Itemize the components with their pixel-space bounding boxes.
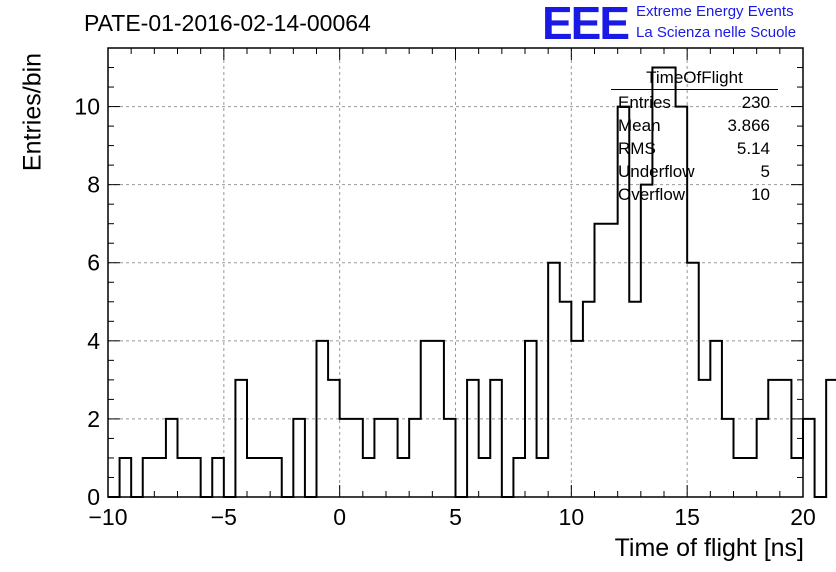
stats-row-entries: Entries 230 [611,91,778,114]
stats-title: TimeOfFlight [611,68,778,90]
x-tick-label: 10 [559,504,585,530]
stats-value: 5.14 [736,139,770,158]
stats-label: Mean [618,116,661,135]
stats-value: 230 [741,93,770,112]
stats-row-underflow: Underflow 5 [611,160,778,183]
eee-logo: EEE [542,0,630,49]
stats-label: Overflow [618,185,686,204]
x-tick-label: −10 [88,504,127,530]
y-tick-label: 6 [87,250,100,276]
stats-value: 5 [760,162,770,181]
y-tick-label: 10 [74,94,100,120]
y-tick-label: 4 [87,328,100,354]
y-tick-label: 8 [87,172,100,198]
stats-row-overflow: Overflow 10 [611,183,778,206]
y-tick-label: 2 [87,406,100,432]
x-tick-label: −5 [211,504,237,530]
stats-row-mean: Mean 3.866 [611,114,778,137]
y-axis-label: Entries/bin [18,52,47,172]
y-tick-label: 0 [87,484,100,510]
chart-title: PATE-01-2016-02-14-00064 [84,10,371,36]
stats-box: TimeOfFlight Entries 230 Mean 3.866 RMS … [611,68,778,206]
plot-frame [107,47,804,498]
x-axis-label: Time of flight [ns] [614,534,804,562]
logo-line-1: Extreme Energy Events [636,3,794,20]
x-tick-label: 20 [790,504,816,530]
stats-label: Entries [618,93,671,112]
stats-value: 3.866 [727,116,770,135]
logo-line-2: La Scienza nelle Scuole [636,24,797,41]
stats-label: Underflow [618,162,695,181]
x-tick-label: 5 [449,504,462,530]
stats-label: RMS [618,139,656,158]
x-tick-label: 15 [674,504,700,530]
stats-value: 10 [751,185,770,204]
x-tick-label: 0 [333,504,346,530]
stats-row-rms: RMS 5.14 [611,137,778,160]
histogram-series-line [108,66,836,498]
